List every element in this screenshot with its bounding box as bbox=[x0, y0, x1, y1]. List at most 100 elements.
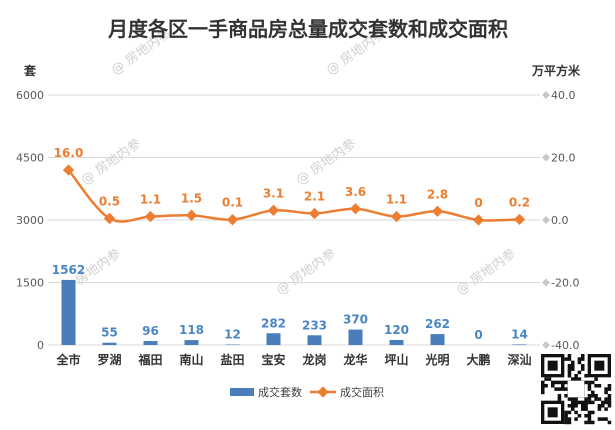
legend-line-marker bbox=[317, 386, 329, 398]
left-tick-label: 0 bbox=[37, 339, 44, 352]
right-axis-ticks: -40.0 -20.0 0.0 20.0 40.0 bbox=[542, 89, 579, 352]
qr-module bbox=[567, 367, 572, 371]
bar bbox=[266, 333, 281, 345]
left-axis-unit: 套 bbox=[23, 63, 37, 78]
bar-data-label: 1562 bbox=[52, 263, 85, 277]
right-tick-label: -40.0 bbox=[551, 339, 579, 352]
bar-data-label: 120 bbox=[384, 323, 409, 337]
qr-module bbox=[554, 387, 558, 391]
qr-module bbox=[567, 374, 572, 378]
qr-module bbox=[601, 417, 605, 421]
line-point bbox=[144, 210, 157, 223]
right-tick-marker bbox=[542, 153, 550, 162]
qr-module bbox=[604, 387, 608, 391]
qr-module bbox=[541, 387, 545, 391]
qr-module bbox=[571, 360, 575, 365]
qr-module bbox=[581, 407, 585, 411]
qr-module bbox=[557, 397, 562, 401]
qr-module bbox=[597, 404, 602, 408]
category-label: 大鹏 bbox=[466, 352, 490, 367]
qr-module bbox=[591, 390, 595, 395]
qr-module bbox=[584, 414, 588, 418]
qr-module bbox=[564, 387, 568, 391]
qr-finder bbox=[547, 407, 558, 418]
qr-code-icon bbox=[541, 354, 612, 425]
qr-module bbox=[564, 394, 568, 398]
qr-module bbox=[567, 417, 572, 421]
bar-data-label: 282 bbox=[261, 316, 286, 330]
qr-module bbox=[567, 354, 572, 358]
line-point bbox=[472, 214, 485, 226]
qr-module bbox=[597, 384, 602, 388]
qr-module bbox=[571, 367, 575, 371]
qr-module bbox=[604, 417, 608, 421]
qr-module bbox=[594, 394, 598, 398]
category-label: 龙岗 bbox=[302, 352, 326, 367]
qr-module bbox=[591, 400, 595, 405]
qr-module bbox=[584, 374, 588, 378]
line-point bbox=[185, 209, 198, 221]
line-point bbox=[431, 205, 444, 217]
qr-module bbox=[587, 387, 592, 391]
qr-module bbox=[561, 380, 565, 385]
category-label: 宝安 bbox=[261, 352, 285, 367]
qr-module bbox=[541, 384, 545, 388]
qr-module bbox=[597, 417, 602, 421]
line-data-label: 0.5 bbox=[99, 194, 120, 208]
bar bbox=[184, 340, 199, 345]
legend: 成交套数 成交面积 bbox=[230, 385, 384, 399]
qr-module bbox=[577, 357, 582, 361]
qr-module bbox=[607, 394, 612, 398]
bar bbox=[61, 279, 76, 345]
qr-module bbox=[564, 380, 568, 385]
line-point bbox=[308, 207, 321, 220]
qr-module bbox=[544, 384, 548, 388]
bar-data-label: 118 bbox=[179, 323, 204, 337]
qr-module bbox=[564, 357, 568, 361]
bar bbox=[102, 342, 117, 345]
bar bbox=[348, 329, 363, 345]
left-tick-label: 6000 bbox=[16, 89, 44, 102]
qr-module bbox=[581, 354, 585, 358]
qr-module bbox=[577, 377, 582, 381]
qr-module bbox=[591, 394, 595, 398]
line-point bbox=[349, 203, 362, 215]
qr-module bbox=[604, 397, 608, 401]
qr-module bbox=[584, 407, 588, 411]
bar bbox=[430, 334, 445, 345]
qr-module bbox=[601, 404, 605, 408]
right-tick-marker bbox=[542, 278, 550, 287]
qr-module bbox=[551, 380, 555, 385]
gridlines bbox=[48, 94, 540, 346]
bar-data-label: 262 bbox=[425, 317, 450, 331]
right-tick-marker bbox=[542, 216, 550, 224]
category-label: 光明 bbox=[424, 352, 449, 367]
right-tick-marker bbox=[542, 91, 550, 99]
qr-module bbox=[571, 400, 575, 405]
line-point bbox=[513, 213, 526, 226]
line-data-label: 3.1 bbox=[263, 186, 284, 200]
qr-module bbox=[567, 370, 572, 375]
right-tick-label: 40.0 bbox=[551, 89, 576, 102]
qr-module bbox=[571, 364, 575, 368]
qr-module bbox=[587, 397, 592, 401]
qr-module bbox=[577, 400, 582, 405]
bar-data-label: 96 bbox=[142, 324, 159, 338]
category-label: 全市 bbox=[55, 352, 80, 367]
qr-module bbox=[584, 400, 588, 405]
qr-module bbox=[601, 400, 605, 405]
qr-module bbox=[594, 397, 598, 401]
line-data-label: 1.5 bbox=[181, 191, 202, 205]
watermark-layer: @ 房地内参 @ 房地内参@ 房地内参 @ 房地内参@ 房地内参 @ 房地内参 @ 房地… bbox=[58, 26, 519, 299]
qr-module bbox=[577, 414, 582, 418]
line-point bbox=[267, 204, 280, 216]
category-label: 龙华 bbox=[343, 352, 367, 367]
right-tick-label: -20.0 bbox=[551, 277, 579, 290]
qr-module bbox=[581, 404, 585, 408]
qr-module bbox=[574, 417, 578, 421]
watermark-text: @ 房地内参 bbox=[78, 136, 144, 189]
qr-module bbox=[567, 364, 572, 368]
qr-module bbox=[571, 377, 575, 381]
qr-module bbox=[607, 420, 612, 425]
qr-module bbox=[574, 374, 578, 378]
